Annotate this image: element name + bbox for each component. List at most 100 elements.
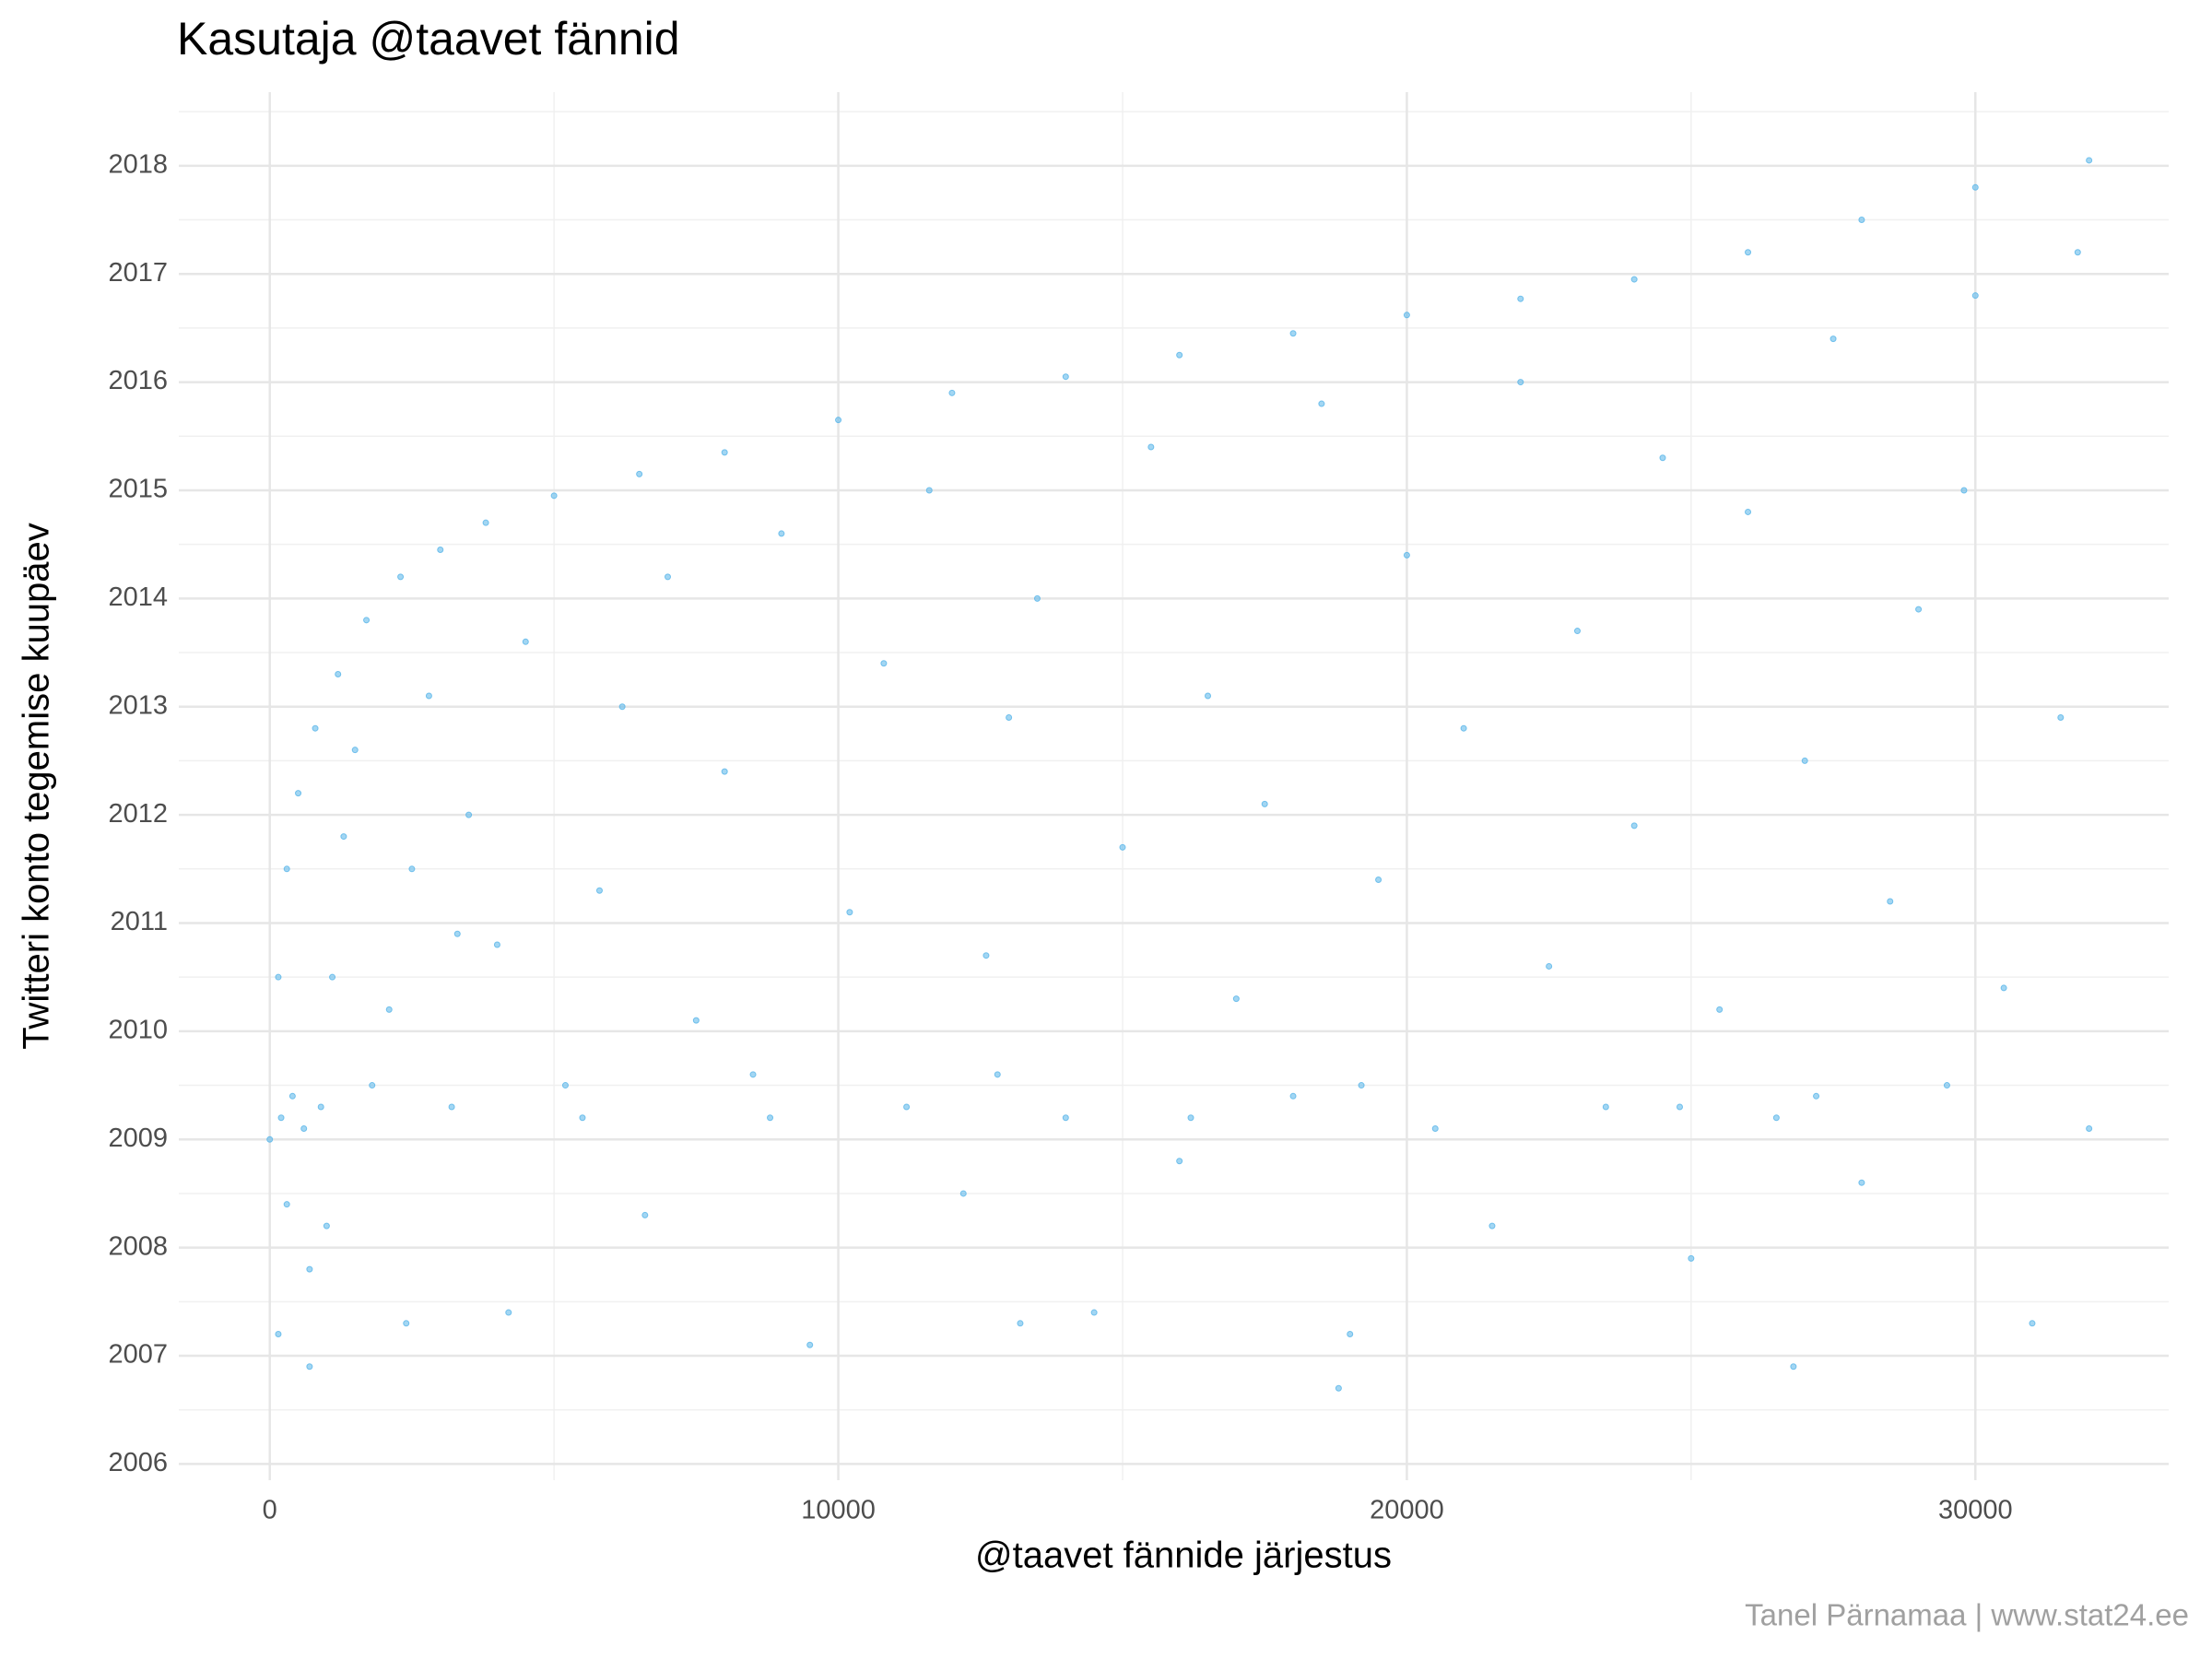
point xyxy=(453,930,461,937)
point xyxy=(522,638,529,645)
point xyxy=(283,1201,290,1208)
point xyxy=(982,952,990,959)
point xyxy=(1517,379,1524,386)
point xyxy=(561,1082,569,1089)
point xyxy=(948,389,956,396)
point xyxy=(1602,1103,1609,1111)
point xyxy=(641,1211,649,1218)
point xyxy=(385,1006,393,1013)
chart-title: Kasutaja @taavet fännid xyxy=(177,13,680,65)
point xyxy=(1431,1125,1439,1133)
point xyxy=(505,1309,512,1316)
point xyxy=(550,492,558,500)
point xyxy=(397,573,405,581)
point xyxy=(335,671,342,678)
point xyxy=(1745,249,1752,256)
y-tick-label: 2015 xyxy=(108,475,168,504)
caption: Tanel Pärnamaa | www.stat24.ee xyxy=(1745,1598,2189,1632)
point xyxy=(959,1190,967,1197)
x-tick-label: 20000 xyxy=(1370,1496,1444,1525)
point xyxy=(1915,606,1923,613)
point xyxy=(493,941,500,948)
point xyxy=(1971,183,1979,191)
point xyxy=(2086,157,2093,164)
point xyxy=(266,1135,274,1143)
point xyxy=(880,660,888,667)
point xyxy=(437,547,444,554)
point xyxy=(1546,962,1553,970)
point xyxy=(595,887,603,894)
point xyxy=(1289,1092,1297,1100)
point xyxy=(1887,898,1894,905)
point xyxy=(749,1071,757,1078)
point xyxy=(340,833,347,841)
point xyxy=(1232,995,1240,1003)
point xyxy=(482,519,489,526)
point xyxy=(1062,1114,1069,1122)
y-tick-label: 2018 xyxy=(108,149,168,179)
point xyxy=(275,973,282,981)
point xyxy=(1176,351,1183,359)
point xyxy=(1858,1179,1865,1186)
point xyxy=(1033,594,1041,602)
point xyxy=(925,487,933,494)
point xyxy=(1971,292,1979,300)
point xyxy=(1187,1114,1194,1122)
point xyxy=(1830,335,1837,343)
point xyxy=(295,790,302,797)
point xyxy=(1147,443,1155,451)
point xyxy=(1335,1384,1342,1392)
point xyxy=(1318,400,1325,407)
point xyxy=(1289,330,1297,337)
y-tick-label: 2016 xyxy=(108,366,168,395)
point xyxy=(2074,249,2081,256)
x-tick-label: 0 xyxy=(263,1496,277,1525)
y-tick-label: 2012 xyxy=(108,799,168,829)
y-tick-label: 2013 xyxy=(108,690,168,720)
point xyxy=(288,1092,296,1100)
point xyxy=(1488,1222,1496,1230)
point xyxy=(1943,1082,1950,1089)
point xyxy=(1261,800,1268,807)
point xyxy=(403,1320,410,1327)
point xyxy=(1677,1103,1684,1111)
point xyxy=(1630,822,1638,830)
point xyxy=(1790,1363,1797,1371)
point xyxy=(1659,454,1666,462)
point xyxy=(2000,984,2007,992)
x-tick-label: 10000 xyxy=(801,1496,876,1525)
point xyxy=(1205,692,1212,700)
point xyxy=(306,1363,313,1371)
point xyxy=(1006,713,1013,721)
point xyxy=(2029,1320,2036,1327)
y-tick-label: 2008 xyxy=(108,1231,168,1261)
point xyxy=(363,617,371,624)
point xyxy=(835,417,842,424)
point xyxy=(408,865,416,873)
y-tick-label: 2010 xyxy=(108,1016,168,1045)
point xyxy=(806,1341,814,1348)
point xyxy=(1716,1006,1724,1013)
point xyxy=(1745,508,1752,515)
point xyxy=(277,1114,285,1122)
point xyxy=(1630,276,1638,283)
point xyxy=(994,1071,1001,1078)
point xyxy=(1960,487,1968,494)
point xyxy=(369,1082,376,1089)
point xyxy=(579,1114,586,1122)
point xyxy=(1347,1331,1354,1338)
point xyxy=(846,909,853,916)
y-tick-label: 2006 xyxy=(108,1448,168,1477)
y-tick-label: 2007 xyxy=(108,1340,168,1370)
point xyxy=(1176,1158,1183,1165)
y-tick-label: 2014 xyxy=(108,582,168,612)
point xyxy=(618,703,626,711)
point xyxy=(692,1017,700,1024)
point xyxy=(1460,724,1467,732)
point xyxy=(721,768,728,775)
point xyxy=(1403,551,1410,559)
point xyxy=(1573,628,1581,635)
point xyxy=(1813,1092,1820,1100)
point xyxy=(351,747,359,754)
